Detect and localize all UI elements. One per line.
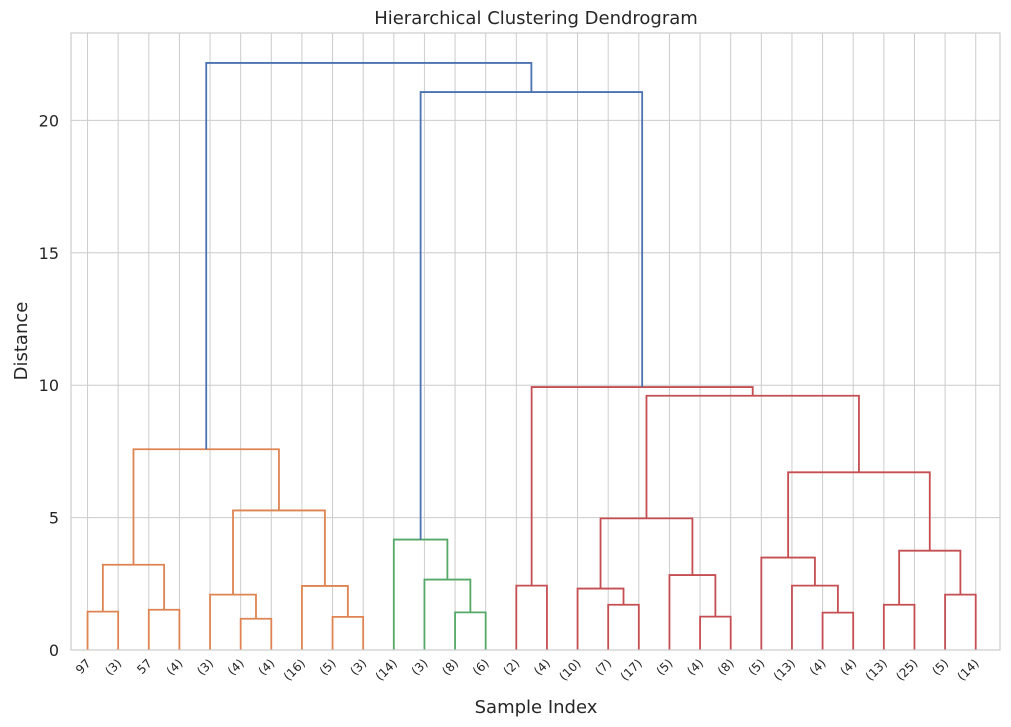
x-tick-label: (3): [194, 656, 216, 678]
x-tick-label: (4): [684, 656, 706, 678]
x-tick-label: (3): [347, 656, 369, 678]
dendrogram-link-r6: [599, 517, 694, 589]
dendrogram-link-r4: [699, 615, 732, 650]
dendrogram-link-o7: [301, 585, 349, 650]
x-tick-label: (5): [929, 656, 951, 678]
x-tick-label: (25): [893, 656, 920, 683]
dendrogram-link-o1: [86, 610, 120, 650]
x-tick-label: (8): [715, 656, 737, 678]
x-tick-label: (17): [618, 656, 645, 683]
x-axis-label: Sample Index: [475, 697, 598, 718]
dendrogram-link-r15: [530, 386, 754, 586]
dendrogram-link-g2: [423, 578, 472, 650]
dendrogram-link-r14: [645, 394, 860, 519]
x-tick-label: 57: [134, 656, 155, 677]
x-tick-label: (5): [746, 656, 768, 678]
x-tick-label: (4): [807, 656, 829, 678]
x-tick-label: (13): [863, 656, 890, 683]
chart-title: Hierarchical Clustering Dendrogram: [374, 8, 698, 29]
dendrogram-link-g3: [392, 538, 449, 650]
x-tick-label: (7): [592, 656, 614, 678]
x-tick-label: (3): [102, 656, 124, 678]
dendrogram-links: [86, 62, 977, 650]
dendrogram-link-r10: [882, 603, 916, 650]
x-tick-label: (6): [470, 656, 492, 678]
x-tick-label: (13): [771, 656, 798, 683]
y-tick-label: 10: [39, 376, 59, 395]
y-tick-label: 0: [49, 641, 59, 660]
x-tick-labels: 97 (3) 57 (4) (3) (4) (4) (16) (5) (3) (14) (3) (8)(…: [73, 656, 982, 683]
x-tick-label: (4): [164, 656, 186, 678]
dendrogram-link-r12: [898, 549, 962, 605]
dendrogram-link-g1: [454, 611, 487, 650]
dendrogram-link-o8: [232, 509, 326, 595]
x-tick-label: (4): [837, 656, 859, 678]
x-tick-label: (2): [501, 656, 523, 678]
dendrogram-link-r3: [576, 587, 625, 650]
y-axis-label: Distance: [11, 302, 32, 381]
x-tick-label: (16): [281, 656, 308, 683]
dendrogram-link-r8: [791, 584, 839, 650]
x-tick-label: (14): [955, 656, 982, 683]
y-tick-label: 5: [49, 509, 59, 528]
x-tick-label: (4): [531, 656, 553, 678]
dendrogram-link-b2: [205, 62, 533, 450]
dendrogram-link-o4: [239, 617, 273, 650]
x-tick-label: (10): [556, 656, 583, 683]
x-tick-label: 97: [73, 656, 94, 677]
dendrogram-link-r13: [787, 471, 931, 558]
dendrogram-link-o5: [209, 593, 257, 650]
y-tick-label: 20: [39, 111, 59, 130]
y-tick-label: 15: [39, 244, 59, 263]
x-tick-label: (5): [317, 656, 339, 678]
plot-frame: [70, 32, 1001, 651]
dendrogram-link-o6: [331, 615, 365, 650]
dendrogram-link-r7: [821, 611, 855, 650]
x-tick-label: (4): [225, 656, 247, 678]
dendrogram-link-r2: [607, 603, 640, 650]
dendrogram-link-o2: [147, 608, 181, 650]
x-tick-label: (4): [255, 656, 277, 678]
dendrogram-link-o3: [101, 563, 166, 612]
x-tick-label: (5): [654, 656, 676, 678]
x-tick-label: (8): [439, 656, 461, 678]
y-tick-labels: 0 5 10 15 20: [39, 111, 59, 660]
dendrogram-link-r11: [944, 593, 977, 650]
dendrogram-link-r9: [760, 556, 816, 650]
dendrogram-link-r1: [515, 584, 548, 650]
x-tick-label: (14): [373, 656, 400, 683]
x-tick-label: (3): [409, 656, 431, 678]
grid-lines: [71, 33, 1000, 651]
dendrogram-link-r5: [668, 574, 717, 650]
dendrogram-link-o9: [132, 448, 280, 565]
